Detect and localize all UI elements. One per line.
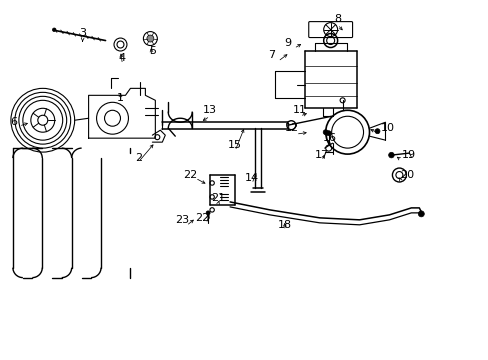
- Text: 1: 1: [117, 93, 124, 103]
- Text: 13: 13: [203, 105, 217, 115]
- Text: 22: 22: [195, 213, 209, 223]
- Text: 15: 15: [227, 140, 242, 150]
- Text: 2: 2: [135, 153, 142, 163]
- Text: 22: 22: [183, 170, 197, 180]
- Text: 12: 12: [284, 123, 298, 133]
- Text: 9: 9: [284, 37, 291, 48]
- Text: 21: 21: [211, 193, 224, 203]
- Text: 18: 18: [277, 220, 291, 230]
- Text: 7: 7: [268, 50, 275, 60]
- Text: 19: 19: [402, 150, 416, 160]
- Text: 10: 10: [380, 123, 394, 133]
- Circle shape: [325, 131, 330, 136]
- Text: 8: 8: [333, 14, 341, 24]
- Circle shape: [374, 129, 379, 134]
- Circle shape: [146, 35, 154, 42]
- Text: 16: 16: [322, 133, 336, 143]
- Text: 4: 4: [119, 54, 126, 63]
- Text: 6: 6: [10, 117, 18, 127]
- Text: 5: 5: [148, 45, 156, 55]
- Circle shape: [52, 28, 56, 32]
- Text: 20: 20: [400, 170, 414, 180]
- Circle shape: [388, 152, 393, 158]
- Text: 11: 11: [292, 105, 306, 115]
- Text: 3: 3: [79, 28, 86, 37]
- Text: 17: 17: [314, 150, 328, 160]
- Circle shape: [417, 211, 424, 217]
- Circle shape: [206, 211, 210, 215]
- Text: 14: 14: [244, 173, 259, 183]
- Circle shape: [323, 130, 327, 135]
- Text: 23: 23: [175, 215, 189, 225]
